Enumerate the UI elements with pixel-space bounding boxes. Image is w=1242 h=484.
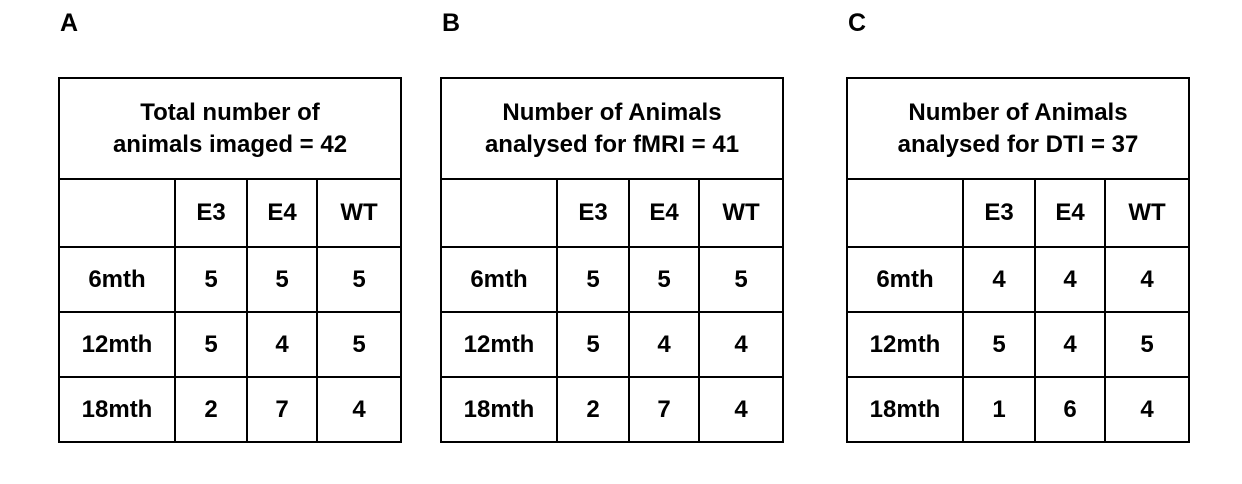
row-header-12mth: 12mth: [440, 311, 558, 378]
column-header-wt: WT: [1104, 178, 1190, 248]
table-cell: 5: [316, 311, 402, 378]
row-header-6mth: 6mth: [58, 246, 176, 313]
table-cell: 6: [1034, 376, 1106, 443]
table-row: 12mth 5 4 5: [846, 311, 1190, 378]
column-header-e4: E4: [1034, 178, 1106, 248]
table-cell: 4: [246, 311, 318, 378]
row-header-6mth: 6mth: [846, 246, 964, 313]
row-header-6mth: 6mth: [440, 246, 558, 313]
table-row: 12mth 5 4 5: [58, 311, 402, 378]
table-title-line2: analysed for DTI = 37: [897, 130, 1139, 158]
column-header-e3: E3: [174, 178, 248, 248]
panel-c: C Number of Animals analysed for DTI = 3…: [846, 0, 1190, 484]
panel-b-label: B: [442, 9, 461, 37]
table-row: 18mth 1 6 4: [846, 376, 1190, 443]
table-cell: 4: [962, 246, 1036, 313]
table-cell: 4: [698, 376, 784, 443]
table-cell: 7: [628, 376, 700, 443]
table-row: 6mth 5 5 5: [440, 246, 784, 313]
table-cell: 4: [628, 311, 700, 378]
row-header-12mth: 12mth: [846, 311, 964, 378]
table-title: Total number of animals imaged = 42: [58, 77, 402, 180]
column-header-wt: WT: [316, 178, 402, 248]
column-header-wt: WT: [698, 178, 784, 248]
panel-a-label: A: [60, 9, 79, 37]
table-cell: 2: [556, 376, 630, 443]
row-header-18mth: 18mth: [58, 376, 176, 443]
table-title-row: Number of Animals analysed for DTI = 37: [846, 77, 1190, 180]
table-title-line2: analysed for fMRI = 41: [484, 130, 740, 158]
table-cell: 4: [1104, 376, 1190, 443]
panel-c-label: C: [848, 9, 867, 37]
table-title-line1: Number of Animals: [502, 98, 722, 126]
table-cell: 5: [628, 246, 700, 313]
row-header-12mth: 12mth: [58, 311, 176, 378]
table-cell: 1: [962, 376, 1036, 443]
table-cell: 5: [174, 311, 248, 378]
table-cell: 5: [556, 246, 630, 313]
panel-a-table: Total number of animals imaged = 42 E3 E…: [58, 77, 402, 443]
table-cell: 5: [174, 246, 248, 313]
column-header-e3: E3: [962, 178, 1036, 248]
table-cell: 5: [316, 246, 402, 313]
table-cell: 7: [246, 376, 318, 443]
table-cell: 5: [246, 246, 318, 313]
table-cell: 5: [698, 246, 784, 313]
table-row: 18mth 2 7 4: [58, 376, 402, 443]
panel-a: A Total number of animals imaged = 42 E3…: [58, 0, 402, 484]
table-cell: 5: [1104, 311, 1190, 378]
column-header-e4: E4: [628, 178, 700, 248]
table-header-row: E3 E4 WT: [846, 178, 1190, 248]
corner-cell: [58, 178, 176, 248]
table-cell: 4: [1104, 246, 1190, 313]
table-row: 6mth 5 5 5: [58, 246, 402, 313]
table-cell: 5: [962, 311, 1036, 378]
table-cell: 4: [1034, 311, 1106, 378]
table-title: Number of Animals analysed for DTI = 37: [846, 77, 1190, 180]
table-row: 18mth 2 7 4: [440, 376, 784, 443]
table-cell: 4: [698, 311, 784, 378]
table-title-line1: Number of Animals: [908, 98, 1128, 126]
table-header-row: E3 E4 WT: [58, 178, 402, 248]
row-header-18mth: 18mth: [440, 376, 558, 443]
panel-b-table: Number of Animals analysed for fMRI = 41…: [440, 77, 784, 443]
table-row: 12mth 5 4 4: [440, 311, 784, 378]
table-cell: 4: [316, 376, 402, 443]
table-title-row: Total number of animals imaged = 42: [58, 77, 402, 180]
table-title-row: Number of Animals analysed for fMRI = 41: [440, 77, 784, 180]
table-header-row: E3 E4 WT: [440, 178, 784, 248]
column-header-e3: E3: [556, 178, 630, 248]
table-cell: 4: [1034, 246, 1106, 313]
column-header-e4: E4: [246, 178, 318, 248]
table-title: Number of Animals analysed for fMRI = 41: [440, 77, 784, 180]
row-header-18mth: 18mth: [846, 376, 964, 443]
table-title-line2: animals imaged = 42: [112, 130, 348, 158]
table-row: 6mth 4 4 4: [846, 246, 1190, 313]
table-cell: 5: [556, 311, 630, 378]
table-cell: 2: [174, 376, 248, 443]
corner-cell: [440, 178, 558, 248]
table-title-line1: Total number of: [140, 98, 320, 126]
panel-c-table: Number of Animals analysed for DTI = 37 …: [846, 77, 1190, 443]
panel-b: B Number of Animals analysed for fMRI = …: [440, 0, 784, 484]
corner-cell: [846, 178, 964, 248]
